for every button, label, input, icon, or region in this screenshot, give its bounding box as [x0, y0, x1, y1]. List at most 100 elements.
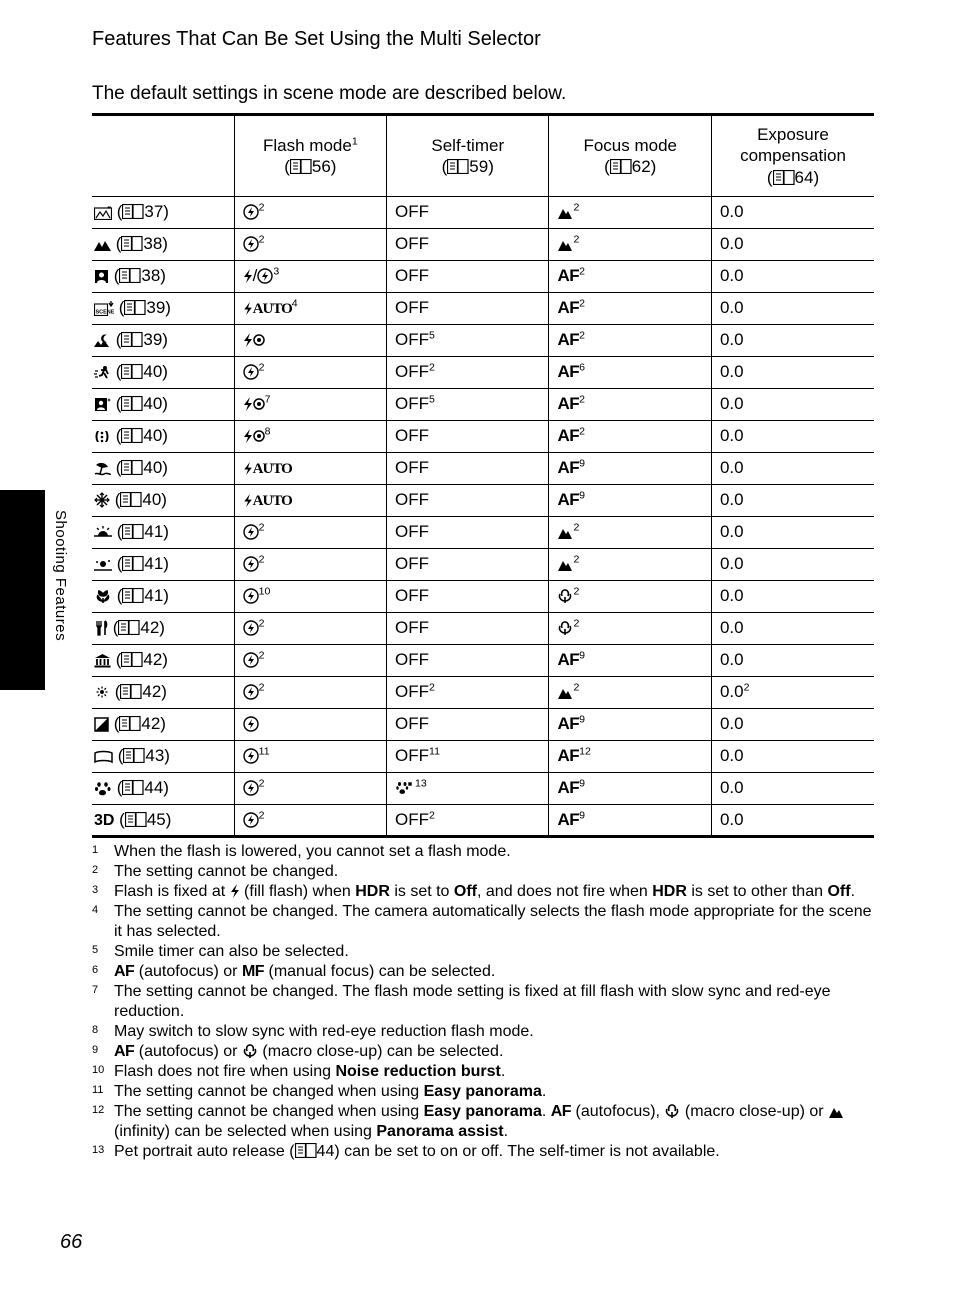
- focus-cell: 2: [549, 548, 711, 580]
- exp-cell: 0.0: [711, 292, 874, 324]
- mode-cell: (38): [92, 260, 234, 292]
- footnote: 10Flash does not fire when using Noise r…: [92, 1062, 874, 1082]
- mode-cell: (40): [92, 420, 234, 452]
- exp-cell: 0.0: [711, 804, 874, 836]
- table-row: (44)213AF90.0: [92, 772, 874, 804]
- page-number: 66: [60, 1231, 82, 1254]
- footnote: 7The setting cannot be changed. The flas…: [92, 982, 874, 1022]
- flash-cell: /3: [234, 260, 386, 292]
- flash-cell: AUTO4: [234, 292, 386, 324]
- flash-cell: 2: [234, 516, 386, 548]
- table-row: (40)7OFF5AF20.0: [92, 388, 874, 420]
- focus-cell: AF9: [549, 484, 711, 516]
- table-row: (42)2OFF20.0: [92, 612, 874, 644]
- header-timer: Self-timer(59): [387, 115, 549, 197]
- timer-cell: OFF: [387, 516, 549, 548]
- timer-cell: OFF: [387, 612, 549, 644]
- flash-cell: [234, 324, 386, 356]
- exp-cell: 0.0: [711, 260, 874, 292]
- mode-cell: (41): [92, 548, 234, 580]
- table-body: (37)2OFF20.0 (38)2OFF20.0 (38)/3OFFAF20.…: [92, 196, 874, 836]
- flash-cell: 8: [234, 420, 386, 452]
- mode-cell: (42): [92, 708, 234, 740]
- exp-cell: 0.0: [711, 356, 874, 388]
- timer-cell: OFF: [387, 484, 549, 516]
- table-row: (39)OFF5AF20.0: [92, 324, 874, 356]
- table-row: (41)2OFF20.0: [92, 548, 874, 580]
- focus-cell: AF2: [549, 292, 711, 324]
- exp-cell: 0.0: [711, 484, 874, 516]
- focus-cell: 2: [549, 228, 711, 260]
- header-exp: Exposure compensation(64): [711, 115, 874, 197]
- focus-cell: AF2: [549, 420, 711, 452]
- flash-cell: 2: [234, 644, 386, 676]
- flash-cell: 2: [234, 612, 386, 644]
- mode-cell: (42): [92, 676, 234, 708]
- flash-cell: AUTO: [234, 484, 386, 516]
- table-row: (37)2OFF20.0: [92, 196, 874, 228]
- mode-cell: 3D (45): [92, 804, 234, 836]
- header-row: Flash mode1(56) Self-timer(59) Focus mod…: [92, 115, 874, 197]
- flash-cell: 2: [234, 676, 386, 708]
- exp-cell: 0.0: [711, 772, 874, 804]
- mode-cell: (41): [92, 580, 234, 612]
- exp-cell: 0.0: [711, 548, 874, 580]
- flash-cell: AUTO: [234, 452, 386, 484]
- exp-cell: 0.0: [711, 612, 874, 644]
- timer-cell: 13: [387, 772, 549, 804]
- focus-cell: 2: [549, 516, 711, 548]
- mode-cell: (39): [92, 324, 234, 356]
- mode-cell: (40): [92, 388, 234, 420]
- footnote: 5Smile timer can also be selected.: [92, 942, 874, 962]
- flash-cell: 2: [234, 356, 386, 388]
- exp-cell: 0.0: [711, 228, 874, 260]
- timer-cell: OFF11: [387, 740, 549, 772]
- timer-cell: OFF: [387, 196, 549, 228]
- focus-cell: AF6: [549, 356, 711, 388]
- exp-cell: 0.0: [711, 324, 874, 356]
- table-row: (41)2OFF20.0: [92, 516, 874, 548]
- exp-cell: 0.02: [711, 676, 874, 708]
- footnote: 1When the flash is lowered, you cannot s…: [92, 842, 874, 862]
- focus-cell: AF12: [549, 740, 711, 772]
- mode-cell: (43): [92, 740, 234, 772]
- flash-cell: 2: [234, 804, 386, 836]
- table-row: (40)8OFFAF20.0: [92, 420, 874, 452]
- table-row: (38)/3OFFAF20.0: [92, 260, 874, 292]
- flash-cell: 2: [234, 548, 386, 580]
- timer-cell: OFF: [387, 228, 549, 260]
- timer-cell: OFF: [387, 292, 549, 324]
- footnote: 9AF (autofocus) or (macro close-up) can …: [92, 1042, 874, 1062]
- header-focus: Focus mode(62): [549, 115, 711, 197]
- footnote: 12The setting cannot be changed when usi…: [92, 1102, 874, 1142]
- timer-cell: OFF2: [387, 804, 549, 836]
- header-flash: Flash mode1(56): [234, 115, 386, 197]
- exp-cell: 0.0: [711, 420, 874, 452]
- timer-cell: OFF2: [387, 676, 549, 708]
- settings-table: Flash mode1(56) Self-timer(59) Focus mod…: [92, 113, 874, 838]
- table-row: (40)AUTOOFFAF90.0: [92, 452, 874, 484]
- footnote: 11The setting cannot be changed when usi…: [92, 1082, 874, 1102]
- focus-cell: 2: [549, 196, 711, 228]
- timer-cell: OFF: [387, 644, 549, 676]
- focus-cell: AF9: [549, 708, 711, 740]
- footnote: 13Pet portrait auto release (44) can be …: [92, 1142, 874, 1162]
- focus-cell: 2: [549, 612, 711, 644]
- exp-cell: 0.0: [711, 516, 874, 548]
- focus-cell: 2: [549, 580, 711, 612]
- table-row: (43)11OFF11AF120.0: [92, 740, 874, 772]
- footnotes: 1When the flash is lowered, you cannot s…: [92, 842, 874, 1162]
- exp-cell: 0.0: [711, 708, 874, 740]
- focus-cell: AF2: [549, 388, 711, 420]
- header-empty: [92, 115, 234, 197]
- footnote: 2The setting cannot be changed.: [92, 862, 874, 882]
- flash-cell: 7: [234, 388, 386, 420]
- mode-cell: (38): [92, 228, 234, 260]
- focus-cell: AF9: [549, 804, 711, 836]
- table-row: 3D (45)2OFF2AF90.0: [92, 804, 874, 836]
- section-title: Features That Can Be Set Using the Multi…: [92, 28, 874, 51]
- footnote: 4The setting cannot be changed. The came…: [92, 902, 874, 942]
- timer-cell: OFF: [387, 580, 549, 612]
- table-row: (40)2OFF2AF60.0: [92, 356, 874, 388]
- mode-cell: (40): [92, 484, 234, 516]
